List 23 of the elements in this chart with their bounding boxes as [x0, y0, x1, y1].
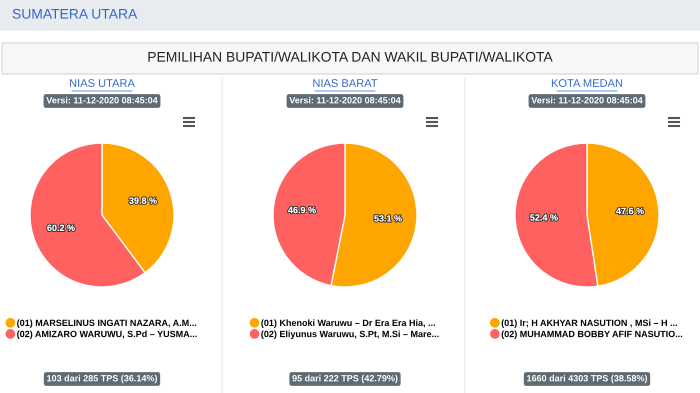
data-label: 53.1 % [374, 215, 402, 222]
legend-label: (02) Eliyunus Waruwu, S.Pt, M.Si – Mare... [261, 330, 438, 339]
chart-subtitle: Versi: 11-12-2020 08:45:04 [289, 96, 401, 104]
data-label: 39.8 % [129, 197, 157, 204]
chart-subtitle: Versi: 11-12-2020 08:45:04 [531, 96, 643, 104]
data-label: 60.2 % [47, 224, 75, 232]
legend-label: (01) Khenoki Waruwu – Dr Era Era Hia, ... [261, 319, 435, 328]
text: 1660 dari 4303 TPS (38.58%) [527, 374, 648, 384]
data-label: 52.4 % [530, 214, 558, 221]
data-label: 47.6 % [616, 208, 644, 214]
text: 95 dari 222 TPS (42.79%) [292, 374, 398, 384]
legend-label: (02) AMIZARO WARUWU, S.Pd – YUSMA... [17, 330, 197, 339]
data-label: 46.9 % [288, 206, 316, 214]
text: 103 dari 285 TPS (36.14%) [47, 374, 158, 384]
legend-label: (01) MARSELINUS INGATI NAZARA, A.M... [17, 319, 196, 328]
text: PEMILIHAN BUPATI/WALIKOTA DAN WAKIL BUPATI/WALIKOTA [148, 52, 553, 62]
chart-title: KOTA MEDAN [552, 79, 622, 87]
chart-subtitle: Versi: 11-12-2020 08:45:04 [46, 96, 158, 104]
legend-label: (02) MUHAMMAD BOBBY AFIF NASUTIO... [502, 330, 682, 339]
text: SUMATERA UTARA [12, 8, 138, 19]
chart-title: NIAS UTARA [70, 79, 135, 87]
legend-label: (01) Ir; H AKHYAR NASUTION , MSi – H ... [502, 319, 677, 328]
chart-title: NIAS BARAT [313, 79, 378, 87]
